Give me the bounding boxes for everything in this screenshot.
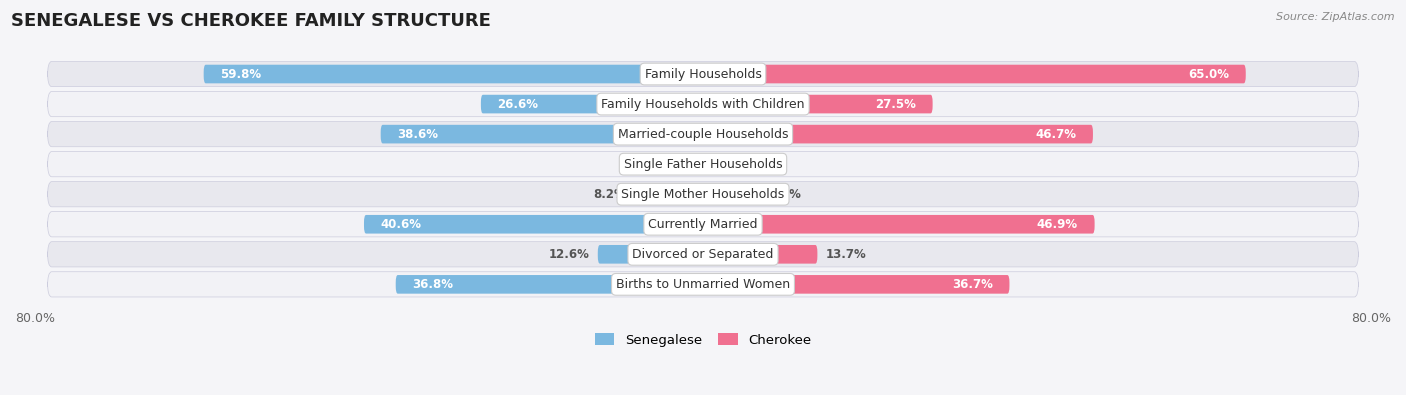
- FancyBboxPatch shape: [703, 125, 1092, 143]
- FancyBboxPatch shape: [48, 242, 1358, 267]
- Text: 36.7%: 36.7%: [952, 278, 993, 291]
- Text: Single Mother Households: Single Mother Households: [621, 188, 785, 201]
- FancyBboxPatch shape: [48, 212, 1358, 237]
- FancyBboxPatch shape: [48, 272, 1358, 297]
- FancyBboxPatch shape: [703, 155, 724, 173]
- Text: SENEGALESE VS CHEROKEE FAMILY STRUCTURE: SENEGALESE VS CHEROKEE FAMILY STRUCTURE: [11, 12, 491, 30]
- Text: 2.6%: 2.6%: [731, 158, 763, 171]
- Text: Divorced or Separated: Divorced or Separated: [633, 248, 773, 261]
- Text: 46.7%: 46.7%: [1035, 128, 1076, 141]
- Text: 38.6%: 38.6%: [398, 128, 439, 141]
- FancyBboxPatch shape: [703, 215, 1095, 233]
- FancyBboxPatch shape: [48, 122, 1358, 147]
- Text: 36.8%: 36.8%: [412, 278, 453, 291]
- FancyBboxPatch shape: [48, 61, 1358, 87]
- Text: 8.2%: 8.2%: [593, 188, 626, 201]
- Text: Currently Married: Currently Married: [648, 218, 758, 231]
- Text: 40.6%: 40.6%: [381, 218, 422, 231]
- Text: Births to Unmarried Women: Births to Unmarried Women: [616, 278, 790, 291]
- Text: 13.7%: 13.7%: [825, 248, 866, 261]
- Text: Single Father Households: Single Father Households: [624, 158, 782, 171]
- Text: 6.8%: 6.8%: [768, 188, 801, 201]
- Text: Family Households: Family Households: [644, 68, 762, 81]
- FancyBboxPatch shape: [381, 125, 703, 143]
- FancyBboxPatch shape: [634, 185, 703, 203]
- FancyBboxPatch shape: [364, 215, 703, 233]
- FancyBboxPatch shape: [703, 245, 817, 263]
- Text: 59.8%: 59.8%: [221, 68, 262, 81]
- FancyBboxPatch shape: [481, 95, 703, 113]
- FancyBboxPatch shape: [598, 245, 703, 263]
- Legend: Senegalese, Cherokee: Senegalese, Cherokee: [589, 328, 817, 352]
- Text: Married-couple Households: Married-couple Households: [617, 128, 789, 141]
- FancyBboxPatch shape: [703, 95, 932, 113]
- Text: 46.9%: 46.9%: [1036, 218, 1078, 231]
- Text: 2.3%: 2.3%: [644, 158, 678, 171]
- FancyBboxPatch shape: [703, 185, 759, 203]
- Text: 26.6%: 26.6%: [498, 98, 538, 111]
- FancyBboxPatch shape: [48, 152, 1358, 177]
- FancyBboxPatch shape: [204, 65, 703, 83]
- FancyBboxPatch shape: [48, 182, 1358, 207]
- Text: 65.0%: 65.0%: [1188, 68, 1229, 81]
- Text: 12.6%: 12.6%: [548, 248, 589, 261]
- Text: 27.5%: 27.5%: [875, 98, 915, 111]
- FancyBboxPatch shape: [703, 275, 1010, 293]
- FancyBboxPatch shape: [395, 275, 703, 293]
- FancyBboxPatch shape: [703, 65, 1246, 83]
- FancyBboxPatch shape: [48, 92, 1358, 117]
- Text: Source: ZipAtlas.com: Source: ZipAtlas.com: [1277, 12, 1395, 22]
- Text: Family Households with Children: Family Households with Children: [602, 98, 804, 111]
- FancyBboxPatch shape: [683, 155, 703, 173]
